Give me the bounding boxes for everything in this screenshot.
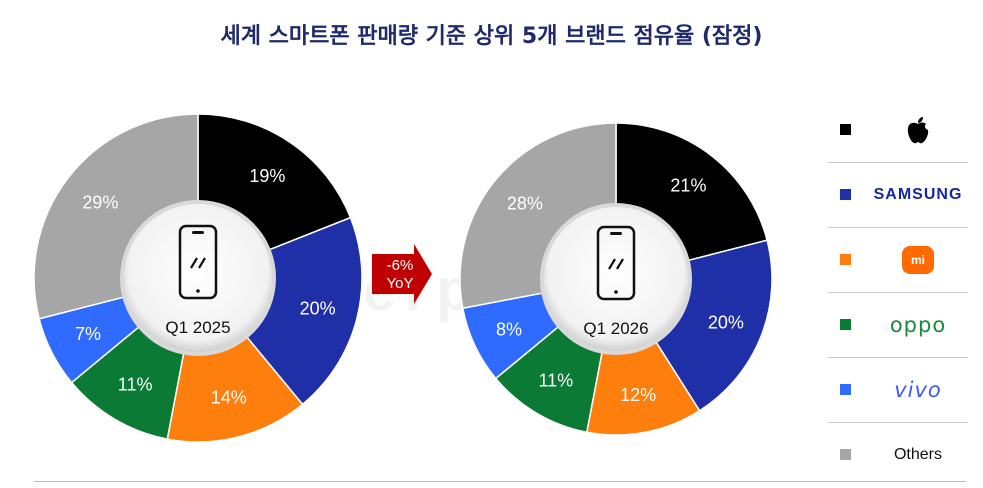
samsung-logo-text: SAMSUNG <box>873 186 963 203</box>
legend-swatch-apple <box>840 124 851 135</box>
legend-item-samsung: SAMSUNG <box>828 163 968 228</box>
arrow-yoy-text: YoY <box>386 275 414 292</box>
smartphone-icon <box>596 225 636 301</box>
legend: SAMSUNG mi oppo vivo Others <box>828 98 968 487</box>
apple-logo-icon <box>868 98 968 162</box>
slice-value-label: 14% <box>211 388 247 408</box>
donut-hole <box>544 207 688 351</box>
xiaomi-logo-icon: mi <box>902 246 934 274</box>
quarter-label: Q1 2025 <box>165 318 230 337</box>
quarter-label: Q1 2026 <box>583 319 648 338</box>
legend-item-others: Others <box>828 423 968 487</box>
slice-value-label: 11% <box>538 371 573 391</box>
slice-value-label: 28% <box>507 194 543 214</box>
arrow-shape <box>372 244 432 304</box>
chart-title: 세계 스마트폰 판매량 기준 상위 5개 브랜드 점유율 (잠정) <box>220 24 763 49</box>
legend-swatch-samsung <box>840 189 851 200</box>
slice-value-label: 20% <box>300 299 336 319</box>
smartphone-icon <box>178 224 218 300</box>
arrow-change-text: -6% <box>386 257 414 274</box>
legend-swatch-xiaomi <box>840 254 851 265</box>
slice-value-label: 12% <box>620 385 656 405</box>
slice-value-label: 11% <box>118 374 153 394</box>
legend-item-xiaomi: mi <box>828 228 968 293</box>
legend-swatch-oppo <box>840 319 851 330</box>
slice-value-label: 29% <box>82 192 118 212</box>
legend-item-oppo: oppo <box>828 293 968 358</box>
bottom-divider <box>34 481 966 482</box>
slice-value-label: 20% <box>708 313 744 333</box>
legend-swatch-vivo <box>840 384 851 395</box>
vivo-logo-text: vivo <box>894 378 942 402</box>
donut-hole <box>124 204 272 352</box>
slice-value-label: 8% <box>496 319 522 339</box>
oppo-logo-text: oppo <box>889 313 947 337</box>
slice-value-label: 19% <box>249 166 285 186</box>
yoy-arrow: -6% YoY <box>370 244 434 309</box>
slice-value-label: 7% <box>75 324 101 344</box>
slice-value-label: 21% <box>670 176 706 196</box>
legend-item-apple <box>828 98 968 163</box>
legend-others-label: Others <box>893 446 942 463</box>
legend-swatch-others <box>840 449 851 460</box>
legend-item-vivo: vivo <box>828 358 968 423</box>
